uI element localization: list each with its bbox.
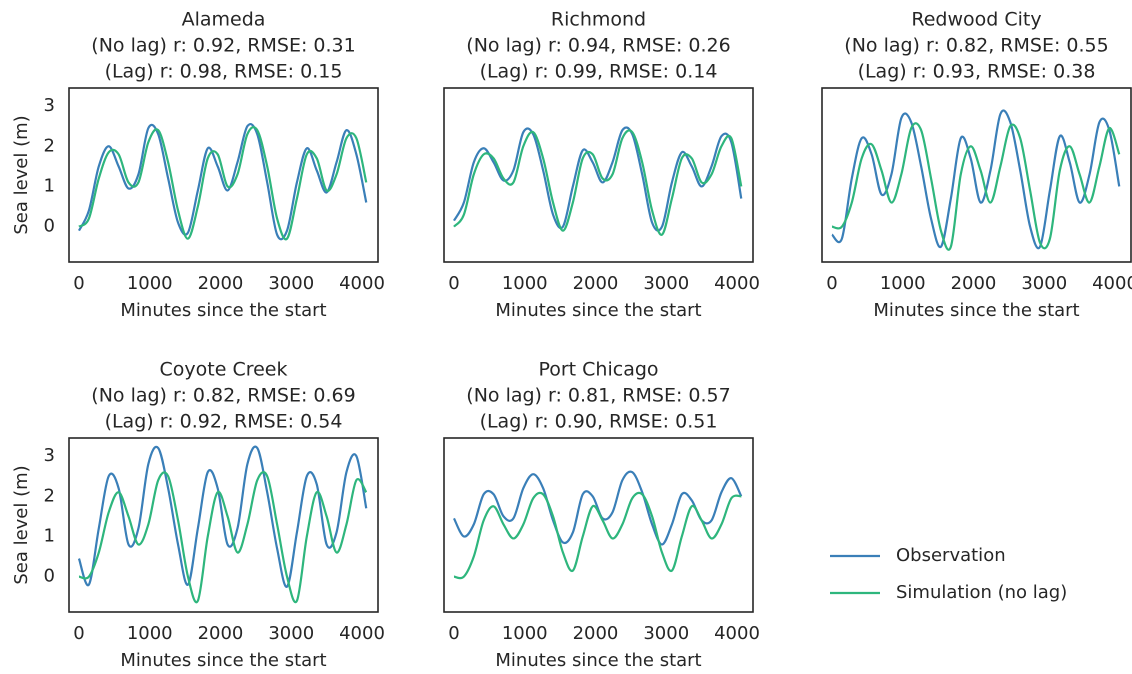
x-tick-label: 1000 xyxy=(127,273,173,294)
x-tick-label: 4000 xyxy=(1092,273,1132,294)
panel-subtitle: (Lag) r: 0.93, RMSE: 0.38 xyxy=(858,61,1096,83)
plot-frame xyxy=(68,437,379,613)
x-tick-label: 1000 xyxy=(502,623,548,644)
panel-subtitle: (No lag) r: 0.82, RMSE: 0.55 xyxy=(844,35,1108,57)
panel-subtitle: (Lag) r: 0.92, RMSE: 0.54 xyxy=(105,411,343,433)
plot-frame xyxy=(443,87,754,263)
x-tick-label: 0 xyxy=(448,623,459,644)
x-axis-label: Minutes since the start xyxy=(120,650,326,671)
x-tick-label: 2000 xyxy=(951,273,997,294)
legend-label: Observation xyxy=(896,545,1006,566)
plot-frame xyxy=(443,437,754,613)
panel-subtitle: (No lag) r: 0.81, RMSE: 0.57 xyxy=(466,385,730,407)
x-tick-label: 4000 xyxy=(714,273,760,294)
series-line xyxy=(453,491,742,580)
series-line xyxy=(453,126,743,232)
x-tick-label: 3000 xyxy=(268,273,314,294)
x-tick-label: 1000 xyxy=(502,273,548,294)
y-tick-label: 1 xyxy=(44,175,55,196)
y-tick-label: 2 xyxy=(44,485,55,506)
plot-frame xyxy=(68,87,379,263)
y-axis-label: Sea level (m) xyxy=(11,465,32,584)
series-line xyxy=(831,109,1121,250)
series-line xyxy=(78,126,368,241)
x-axis-label: Minutes since the start xyxy=(120,300,326,321)
legend-label: Simulation (no lag) xyxy=(896,582,1067,603)
series-line xyxy=(78,471,368,604)
panel-subtitle: (No lag) r: 0.82, RMSE: 0.69 xyxy=(91,385,355,407)
x-tick-label: 3000 xyxy=(268,623,314,644)
y-tick-label: 2 xyxy=(44,135,55,156)
y-tick-label: 1 xyxy=(44,525,55,546)
x-tick-label: 4000 xyxy=(714,623,760,644)
x-tick-label: 2000 xyxy=(573,623,619,644)
panel-title: Alameda xyxy=(182,9,266,31)
y-tick-label: 3 xyxy=(44,445,55,466)
x-tick-label: 2000 xyxy=(198,273,244,294)
x-tick-label: 0 xyxy=(73,623,84,644)
x-tick-label: 0 xyxy=(448,273,459,294)
panel-subtitle: (Lag) r: 0.90, RMSE: 0.51 xyxy=(480,411,718,433)
x-tick-label: 2000 xyxy=(573,273,619,294)
x-tick-label: 2000 xyxy=(198,623,244,644)
x-tick-label: 3000 xyxy=(643,273,689,294)
y-tick-label: 3 xyxy=(44,95,55,116)
series-line xyxy=(831,122,1121,251)
panel-title: Redwood City xyxy=(911,9,1041,31)
panel-subtitle: (No lag) r: 0.94, RMSE: 0.26 xyxy=(466,35,730,57)
y-tick-label: 0 xyxy=(44,566,55,587)
x-tick-label: 3000 xyxy=(643,623,689,644)
x-tick-label: 1000 xyxy=(127,623,173,644)
panel-title: Coyote Creek xyxy=(160,359,288,381)
panel-title: Richmond xyxy=(551,9,646,31)
x-tick-label: 4000 xyxy=(339,623,385,644)
panel-subtitle: (Lag) r: 0.98, RMSE: 0.15 xyxy=(105,61,343,83)
x-tick-label: 4000 xyxy=(339,273,385,294)
x-tick-label: 3000 xyxy=(1021,273,1067,294)
plot-frame xyxy=(821,87,1132,263)
series-line xyxy=(453,129,743,236)
panel-title: Port Chicago xyxy=(538,359,658,381)
x-axis-label: Minutes since the start xyxy=(495,300,701,321)
x-tick-label: 1000 xyxy=(880,273,926,294)
series-line xyxy=(77,445,368,588)
y-axis-label: Sea level (m) xyxy=(11,115,32,234)
x-axis-label: Minutes since the start xyxy=(495,650,701,671)
panel-subtitle: (Lag) r: 0.99, RMSE: 0.14 xyxy=(480,61,718,83)
series-line xyxy=(452,470,743,546)
x-tick-label: 0 xyxy=(73,273,84,294)
x-tick-label: 0 xyxy=(826,273,837,294)
series-line xyxy=(77,123,368,241)
panel-subtitle: (No lag) r: 0.92, RMSE: 0.31 xyxy=(91,35,355,57)
y-tick-label: 0 xyxy=(44,216,55,237)
x-axis-label: Minutes since the start xyxy=(873,300,1079,321)
